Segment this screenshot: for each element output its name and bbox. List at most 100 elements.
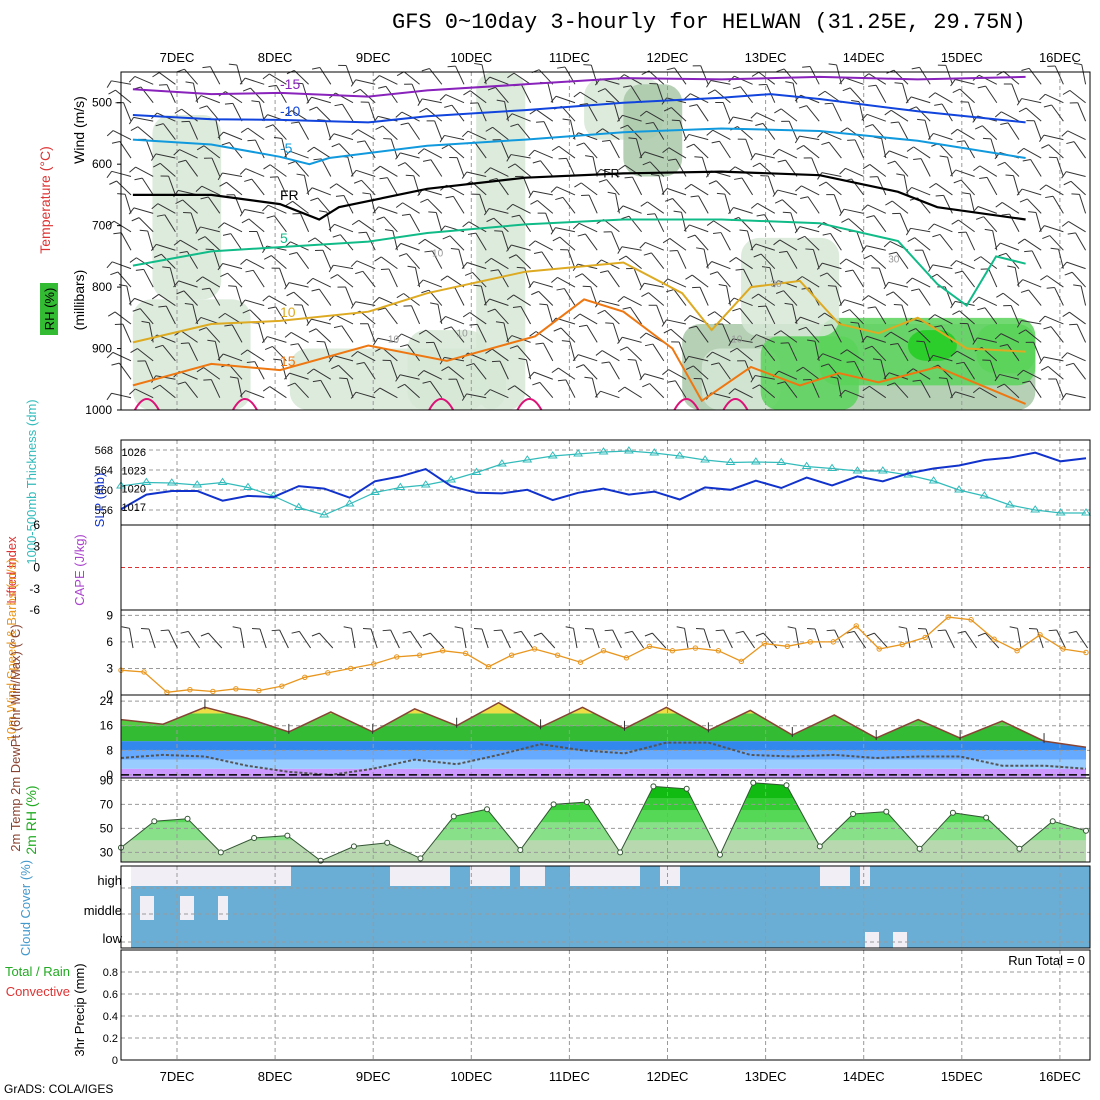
wind-barb (373, 165, 398, 177)
panel-frame (120, 71, 1091, 411)
wind-barb (313, 158, 332, 177)
wind-barb (839, 77, 864, 85)
wind-barb (692, 286, 709, 306)
y-tick-label: 0 (106, 688, 113, 702)
wind-barb (950, 169, 975, 177)
wind-barb (862, 385, 887, 399)
wind-barb (271, 629, 289, 649)
wind-barb (356, 362, 376, 380)
wind-barb (1073, 62, 1087, 85)
y-tick-label: 500 (92, 96, 112, 110)
wind-barb (448, 378, 465, 398)
wind-speed-marker (646, 643, 653, 650)
wind-barb (1048, 156, 1064, 177)
y-axis-label: Cloud Cover (%) (18, 860, 33, 956)
wind-barb (173, 280, 198, 288)
wind-barb (506, 244, 531, 252)
wind-barb (918, 628, 933, 649)
wind-barb (839, 389, 864, 399)
wind-barb (884, 109, 909, 122)
wind-barb (661, 319, 687, 327)
wind-barb (363, 628, 378, 649)
wind-barb (1067, 232, 1087, 251)
wind-barb (994, 242, 1020, 251)
wind-barb (822, 232, 842, 251)
wind-barb (883, 281, 909, 290)
wind-barb (471, 193, 487, 214)
wind-barb (772, 189, 798, 197)
isotherm-line (132, 170, 1026, 221)
wind-barb (706, 220, 731, 233)
wind-barb (485, 126, 509, 140)
wind-barb (892, 212, 909, 232)
wind-barb (756, 214, 776, 233)
y-tick-label: 556 (95, 505, 113, 517)
wind-barb (826, 194, 842, 214)
wind-barb (449, 157, 465, 177)
wind-barb (750, 243, 775, 251)
wind-barb (1039, 184, 1064, 196)
wind-barb (1017, 238, 1042, 251)
wind-barb (705, 261, 731, 270)
wind-barb (928, 223, 953, 233)
thickness-marker (243, 482, 253, 490)
wind-barb (338, 64, 354, 85)
wind-barb (734, 177, 754, 196)
wind-barb (690, 195, 709, 214)
wind-speed-marker (738, 658, 745, 665)
wind-barb (864, 345, 887, 362)
wind-barb (1029, 628, 1044, 649)
wind-barb (428, 211, 443, 232)
wind-barb (247, 139, 265, 159)
wind-speed-marker (991, 636, 997, 642)
wind-barb (906, 368, 931, 380)
wind-speed-marker (439, 648, 446, 654)
y-tick-label: 0 (106, 768, 113, 782)
wind-barb (753, 253, 776, 269)
wind-barb (155, 123, 176, 140)
wind-barb (288, 251, 310, 269)
rh-marker (949, 809, 956, 816)
rh-marker (983, 814, 990, 821)
wind-barb (619, 346, 642, 362)
wind-speed-marker (1037, 632, 1043, 638)
wind-barb (952, 310, 975, 325)
wind-barb (772, 148, 798, 159)
wind-barb (684, 183, 709, 196)
cloud-clear (820, 866, 850, 886)
wind-barb (461, 171, 487, 179)
wind-barb (692, 65, 709, 85)
wind-barb (676, 626, 689, 649)
y-tick-label: 9 (106, 608, 113, 622)
wind-barb (905, 96, 931, 104)
wind-barb (395, 333, 420, 343)
wind-barb (239, 390, 265, 399)
wind-barb (151, 293, 176, 306)
wind-barb (528, 240, 554, 251)
wind-barb (1061, 221, 1086, 233)
wind-barb (284, 150, 309, 159)
wind-barb (507, 72, 531, 85)
wind-barb (839, 167, 864, 177)
wind-barb (666, 67, 687, 85)
thickness-marker (141, 477, 152, 485)
wind-barb (977, 85, 998, 104)
temp-band (121, 725, 1086, 742)
isotherm-label: -5 (280, 140, 293, 156)
wind-barb (441, 366, 465, 380)
wind-barb (156, 214, 176, 233)
wind-barb (507, 163, 531, 177)
wind-barb (495, 321, 509, 343)
x-tick-label: 13DEC (745, 50, 787, 65)
wind-barb (217, 353, 243, 362)
wind-barb (224, 102, 243, 122)
y-tick-label: 568 (95, 445, 113, 457)
y-axis-label: CAPE (J/kg) (72, 534, 87, 606)
wind-barb (265, 124, 287, 140)
rh-marker (184, 815, 191, 822)
wind-barb (1046, 287, 1064, 306)
wind-barb (150, 243, 176, 251)
y-axis-label: (millibars) (71, 270, 87, 331)
isotherm-label: 10 (280, 304, 296, 320)
wind-barb (487, 308, 509, 325)
